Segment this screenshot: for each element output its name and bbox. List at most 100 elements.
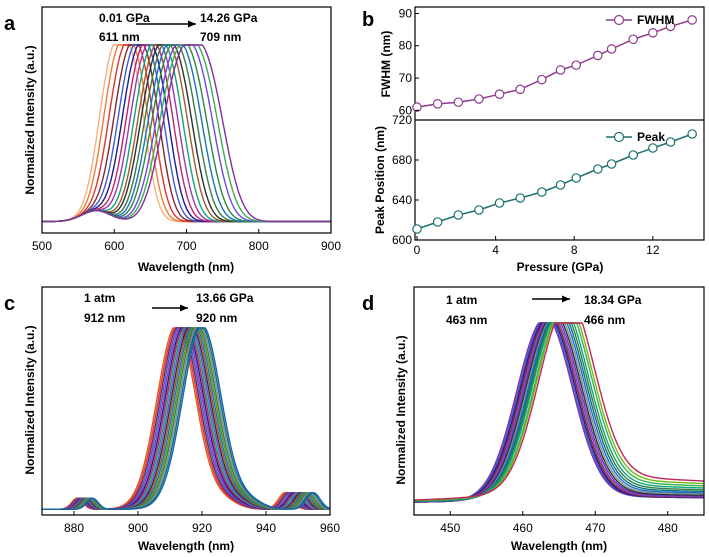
d-spectrum-line [414, 322, 704, 503]
c-y-axis-label: Normalized Intensity (a.u.) [23, 325, 37, 474]
a-y-axis-label: Normalized Intensity (a.u.) [23, 45, 37, 194]
a-start-peak-label: 611 nm [99, 30, 140, 44]
b-fwhm-legend: FWHM [606, 13, 674, 27]
b-peak-marker [453, 210, 464, 220]
c-spectrum-line [42, 327, 331, 510]
b-peak-marker [648, 143, 658, 153]
b-fwhm-series [412, 15, 697, 112]
b-x-axis-label: Pressure (GPa) [517, 260, 604, 274]
d-start-peak-label: 463 nm [446, 313, 487, 327]
b-fwhm-marker [537, 74, 547, 85]
panel-letter-a: a [4, 13, 16, 35]
a-spectrum-line [42, 44, 331, 223]
b-fwhm-y-tick-label: 60 [399, 103, 413, 117]
b-peak-marker [606, 159, 617, 169]
d-shift-arrow [532, 295, 570, 303]
b-fwhm-y-ticks: 60 70 80 90 [399, 6, 419, 117]
d-spectrum-line [414, 322, 704, 503]
b-peak-marker [571, 173, 582, 183]
panel-b: 60 70 80 90 600 640 680 720 0 4 8 12 Pressure (GP… [373, 6, 705, 274]
d-curve-group [413, 322, 704, 503]
b-fwhm-legend-label: FWHM [637, 13, 674, 27]
a-start-pressure-label: 0.01 GPa [99, 11, 150, 25]
a-x-tick-label: 500 [32, 239, 52, 253]
b-peak-marker [474, 205, 484, 215]
a-x-tick-label: 900 [321, 239, 341, 253]
c-x-ticks: 880 900 920 940 960 [64, 511, 340, 535]
c-x-tick-label: 880 [64, 521, 84, 535]
b-fwhm-y-tick-label: 90 [399, 6, 413, 20]
d-y-axis-label: Normalized Intensity (a.u.) [394, 335, 408, 484]
b-peak-y-tick-label: 640 [392, 193, 412, 207]
b-fwhm-marker [432, 99, 443, 109]
d-spectrum-line [414, 322, 704, 503]
b-fwhm-marker [648, 28, 658, 38]
d-x-tick-label: 460 [513, 521, 533, 535]
d-spectrum-line [414, 322, 704, 503]
b-peak-legend-label: Peak [637, 130, 665, 144]
panel-d: 450 460 470 480 Wavelength (nm) Normalized … [394, 286, 705, 553]
c-x-tick-label: 960 [320, 521, 340, 535]
c-end-pressure-label: 13.66 GPa [196, 291, 254, 305]
a-x-tick-label: 600 [104, 239, 124, 253]
b-peak-marker [628, 150, 639, 160]
b-x-tick-label: 8 [571, 243, 578, 257]
panel-letter-c: c [4, 293, 15, 315]
b-fwhm-marker [606, 44, 617, 54]
b-peak-marker [555, 180, 566, 190]
d-spectrum-line [413, 322, 704, 501]
c-curve-group [42, 327, 331, 510]
b-peak-marker [515, 193, 525, 203]
c-x-tick-label: 900 [128, 521, 148, 535]
b-peak-marker [593, 164, 603, 174]
b-fwhm-marker [571, 60, 582, 70]
b-x-tick-label: 12 [646, 243, 660, 257]
b-fwhm-marker [494, 89, 505, 99]
c-x-axis-label: Wavelength (nm) [138, 539, 234, 553]
d-x-ticks: 450 460 470 480 [440, 511, 678, 535]
b-fwhm-marker [412, 102, 422, 112]
b-peak-marker [687, 129, 697, 139]
a-x-tick-label: 700 [176, 239, 196, 253]
b-fwhm-marker [515, 84, 525, 95]
d-spectrum-line [414, 322, 704, 502]
panel-c: 880 900 920 940 960 Wavelength (nm) Normaliz… [23, 286, 340, 553]
a-end-pressure-label: 14.26 GPa [200, 11, 258, 25]
c-plot-frame [41, 286, 331, 516]
b-fwhm-marker [555, 65, 566, 75]
b-fwhm-marker [628, 34, 639, 45]
a-curve-group [42, 44, 331, 223]
d-start-pressure-label: 1 atm [446, 293, 477, 307]
c-x-tick-label: 920 [192, 521, 212, 535]
b-fwhm-marker [665, 21, 676, 32]
d-spectrum-line [414, 322, 704, 503]
b-peak-marker [665, 137, 676, 147]
d-spectrum-line [414, 322, 704, 502]
b-fwhm-y-tick-label: 70 [399, 71, 413, 85]
d-x-axis-label: Wavelength (nm) [511, 539, 607, 553]
b-x-ticks: 0 4 8 12 [414, 236, 660, 257]
b-fwhm-y-axis-label: FWHM (nm) [379, 31, 393, 98]
a-end-peak-label: 709 nm [200, 30, 241, 44]
b-peak-y-ticks: 600 640 680 720 [392, 113, 419, 247]
panel-letter-d: d [362, 293, 374, 315]
b-fwhm-y-tick-label: 80 [399, 39, 413, 53]
b-peak-legend: Peak [606, 130, 665, 144]
b-x-tick-label: 4 [492, 243, 499, 257]
d-end-pressure-label: 18.34 GPa [584, 293, 642, 307]
d-spectrum-line [414, 322, 704, 503]
a-x-axis-label: Wavelength (nm) [138, 260, 234, 274]
d-spectrum-line [414, 322, 704, 503]
b-peak-series [412, 129, 697, 234]
d-spectrum-line [414, 322, 704, 501]
d-spectrum-line [414, 322, 704, 502]
c-spectrum-line [42, 327, 330, 510]
d-x-tick-label: 450 [440, 521, 460, 535]
b-plot-frame [414, 6, 705, 241]
c-start-pressure-label: 1 atm [84, 291, 115, 305]
d-x-tick-label: 480 [658, 521, 678, 535]
b-fwhm-marker [453, 97, 464, 108]
b-fwhm-marker [474, 94, 484, 104]
panel-a: 500 600 700 800 900 Wavelength (nm) Normaliz… [23, 6, 341, 274]
